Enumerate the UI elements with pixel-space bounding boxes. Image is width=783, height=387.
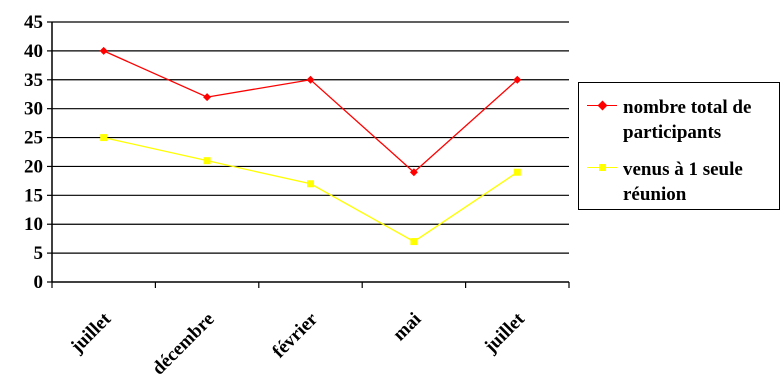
data-point-square <box>203 157 211 165</box>
data-point-diamond <box>99 46 108 55</box>
x-category-label: décembre <box>148 309 219 380</box>
y-tick-label: 45 <box>24 12 43 33</box>
legend-square-marker-icon <box>599 164 606 171</box>
x-category-label: juillet <box>480 308 530 358</box>
y-tick-label: 10 <box>24 214 43 235</box>
y-tick-label: 0 <box>34 272 44 293</box>
legend: nombre total de participants venus à 1 s… <box>578 82 780 210</box>
legend-label-total: nombre total de participants <box>623 97 752 143</box>
y-tick-label: 20 <box>24 156 43 177</box>
data-point-diamond <box>306 75 315 84</box>
axes <box>51 22 569 283</box>
y-axis-ticks: 0 5 10 15 20 25 30 35 40 45 <box>24 12 52 293</box>
gridlines <box>52 21 569 254</box>
data-point-square <box>100 134 108 142</box>
data-point-diamond <box>513 75 522 84</box>
y-tick-label: 15 <box>24 185 43 206</box>
series-line-0 <box>103 50 518 174</box>
y-tick-label: 30 <box>24 99 43 120</box>
series-group <box>99 46 522 246</box>
legend-diamond-marker-icon <box>597 100 608 111</box>
data-point-diamond <box>409 168 418 177</box>
data-point-diamond <box>203 93 212 102</box>
y-tick-label: 35 <box>24 70 43 91</box>
x-axis-ticks: juillet décembre février mai juillet <box>51 282 570 380</box>
data-point-square <box>410 238 418 246</box>
x-category-label: mai <box>389 309 425 345</box>
y-tick-label: 40 <box>24 41 43 62</box>
series-line-1 <box>103 136 518 243</box>
y-tick-label: 5 <box>34 243 44 264</box>
data-point-square <box>513 168 521 176</box>
x-category-label: février <box>268 308 322 362</box>
x-category-label: juillet <box>66 308 116 358</box>
legend-label-single: venus à 1 seule réunion <box>623 159 743 205</box>
y-tick-label: 25 <box>24 128 43 149</box>
data-point-square <box>307 180 314 188</box>
line-chart: 0 5 10 15 20 25 30 35 40 45 juillet décembre févrie… <box>24 12 570 380</box>
